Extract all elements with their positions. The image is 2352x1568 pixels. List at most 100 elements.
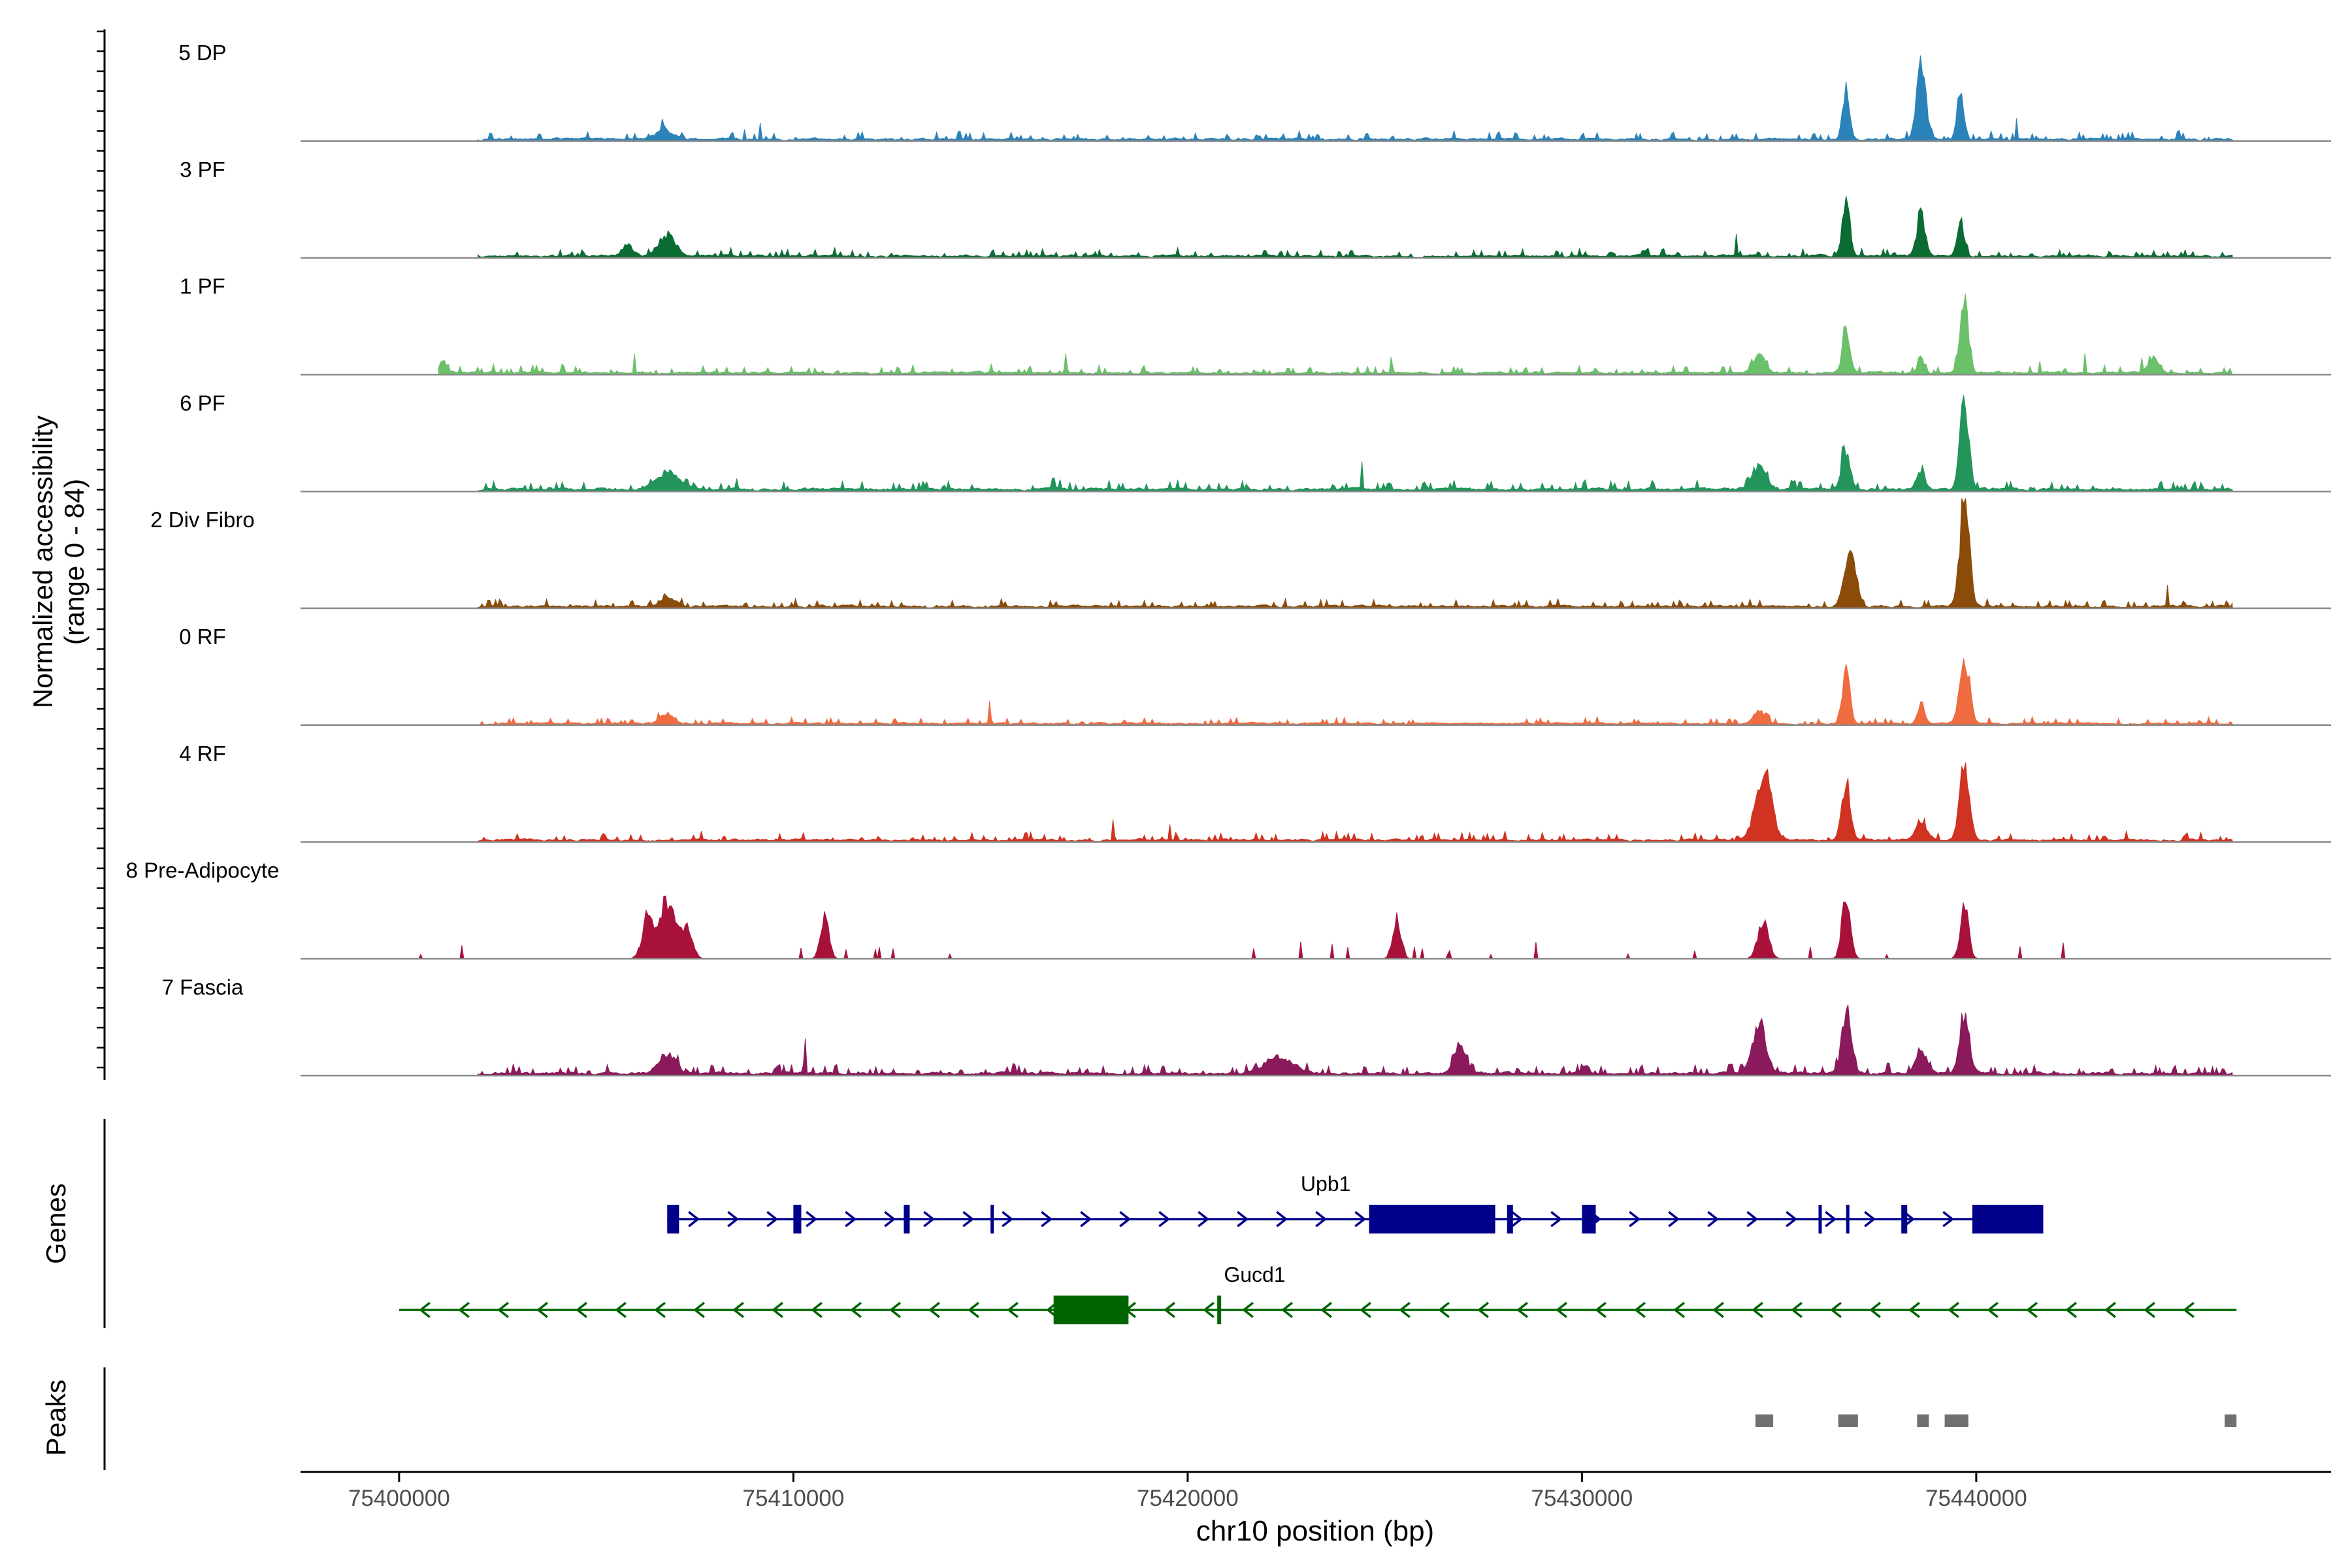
strand-chevron	[458, 1301, 470, 1318]
exon	[1846, 1205, 1850, 1233]
strand-chevron	[1786, 1211, 1798, 1228]
strand-chevron	[654, 1301, 666, 1318]
strand-chevron	[693, 1301, 705, 1318]
coverage-area	[478, 762, 2233, 843]
exon	[990, 1205, 994, 1233]
track-label: 2 Div Fibro	[150, 508, 255, 532]
strand-chevron	[1668, 1211, 1680, 1228]
track-label: 1 PF	[180, 274, 225, 299]
strand-chevron	[1516, 1301, 1528, 1318]
strand-chevron	[2065, 1301, 2077, 1318]
coverage-area	[478, 1004, 2233, 1076]
track-label: 6 PF	[180, 391, 225, 415]
track-2: 3 PF	[180, 157, 2331, 259]
exon	[1818, 1205, 1822, 1233]
genes-axis-title: Genes	[41, 1183, 71, 1264]
strand-chevron	[2026, 1301, 2038, 1318]
peak-region	[1917, 1414, 1929, 1427]
strand-chevron	[1041, 1211, 1053, 1228]
strand-chevron	[2144, 1301, 2155, 1318]
strand-chevron	[1752, 1301, 1763, 1318]
strand-chevron	[1281, 1301, 1293, 1318]
strand-chevron	[1320, 1301, 1332, 1318]
strand-chevron	[1354, 1211, 1367, 1228]
exon	[1053, 1296, 1129, 1324]
strand-chevron	[419, 1301, 431, 1318]
exon	[667, 1205, 679, 1233]
track-label: 8 Pre-Adipocyte	[126, 858, 280, 883]
strand-chevron	[1477, 1301, 1489, 1318]
strand-chevron	[1629, 1211, 1641, 1228]
track-label: 4 RF	[179, 742, 226, 766]
peak-regions	[1755, 1414, 2237, 1427]
strand-chevron	[1158, 1211, 1171, 1228]
track-7: 4 RF	[179, 742, 2331, 843]
strand-chevron	[536, 1301, 548, 1318]
strand-chevron	[811, 1301, 823, 1318]
strand-chevron	[1242, 1301, 1254, 1318]
x-axis-title: chr10 position (bp)	[1196, 1515, 1434, 1547]
strand-chevron	[615, 1301, 627, 1318]
track-3: 1 PF	[180, 274, 2331, 376]
strand-chevron	[889, 1301, 901, 1318]
strand-chevron	[1007, 1301, 1019, 1318]
strand-chevron	[845, 1211, 857, 1228]
gene-upb1: Upb1	[667, 1172, 2044, 1233]
strand-chevron	[1948, 1301, 1959, 1318]
strand-chevron	[1942, 1211, 1955, 1228]
exon	[1217, 1296, 1222, 1324]
track-9: 7 Fascia	[162, 975, 2331, 1077]
coverage-area	[478, 395, 2233, 492]
strand-chevron	[727, 1211, 740, 1228]
strand-chevron	[806, 1211, 818, 1228]
strand-chevron	[1707, 1211, 1720, 1228]
track-4: 6 PF	[180, 391, 2331, 493]
strand-chevron	[1315, 1211, 1328, 1228]
exon	[1369, 1205, 1495, 1233]
axes: Normalized accessibility (range 0 - 84) …	[27, 29, 2331, 1547]
strand-chevron	[1080, 1211, 1092, 1228]
exon	[793, 1205, 802, 1233]
strand-chevron	[1987, 1301, 1999, 1318]
strand-chevron	[1276, 1211, 1288, 1228]
exon	[1901, 1205, 1908, 1233]
exon	[1507, 1205, 1513, 1233]
peak-region	[2225, 1414, 2237, 1427]
strand-chevron	[2183, 1301, 2195, 1318]
strand-chevron	[766, 1211, 779, 1228]
strand-chevron	[576, 1301, 587, 1318]
strand-chevron	[1237, 1211, 1249, 1228]
strand-chevron	[1864, 1211, 1876, 1228]
strand-chevron	[1511, 1211, 1524, 1228]
x-tick-label: 75420000	[1137, 1486, 1239, 1511]
y-axis-title: Normalized accessibility	[27, 416, 58, 708]
x-tick-label: 75400000	[348, 1486, 450, 1511]
strand-chevron	[1791, 1301, 1803, 1318]
x-tick-label: 75440000	[1925, 1486, 2027, 1511]
strand-chevron	[1673, 1301, 1685, 1318]
exon	[1582, 1205, 1596, 1233]
track-5: 2 Div Fibro	[150, 498, 2331, 610]
track-8: 8 Pre-Adipocyte	[126, 858, 2331, 960]
x-tick-label: 75430000	[1531, 1486, 1633, 1511]
strand-chevron	[1360, 1301, 1371, 1318]
peak-region	[1944, 1414, 1968, 1427]
track-6: 0 RF	[179, 625, 2331, 727]
strand-chevron	[2104, 1301, 2116, 1318]
strand-chevron	[1746, 1211, 1759, 1228]
strand-chevron	[1119, 1211, 1132, 1228]
strand-chevron	[1438, 1301, 1450, 1318]
strand-chevron	[1203, 1301, 1215, 1318]
strand-chevron	[923, 1211, 936, 1228]
strand-chevron	[928, 1301, 940, 1318]
x-tick-label: 75410000	[743, 1486, 845, 1511]
strand-chevron	[1869, 1301, 1881, 1318]
strand-chevron	[1556, 1301, 1567, 1318]
gene-annotations: Upb1 Gucd1	[399, 1172, 2237, 1324]
strand-chevron	[1595, 1301, 1607, 1318]
track-1: 5 DP	[178, 41, 2331, 142]
y-axis-range: (range 0 - 84)	[59, 479, 90, 645]
strand-chevron	[772, 1301, 783, 1318]
track-label: 0 RF	[179, 625, 226, 649]
